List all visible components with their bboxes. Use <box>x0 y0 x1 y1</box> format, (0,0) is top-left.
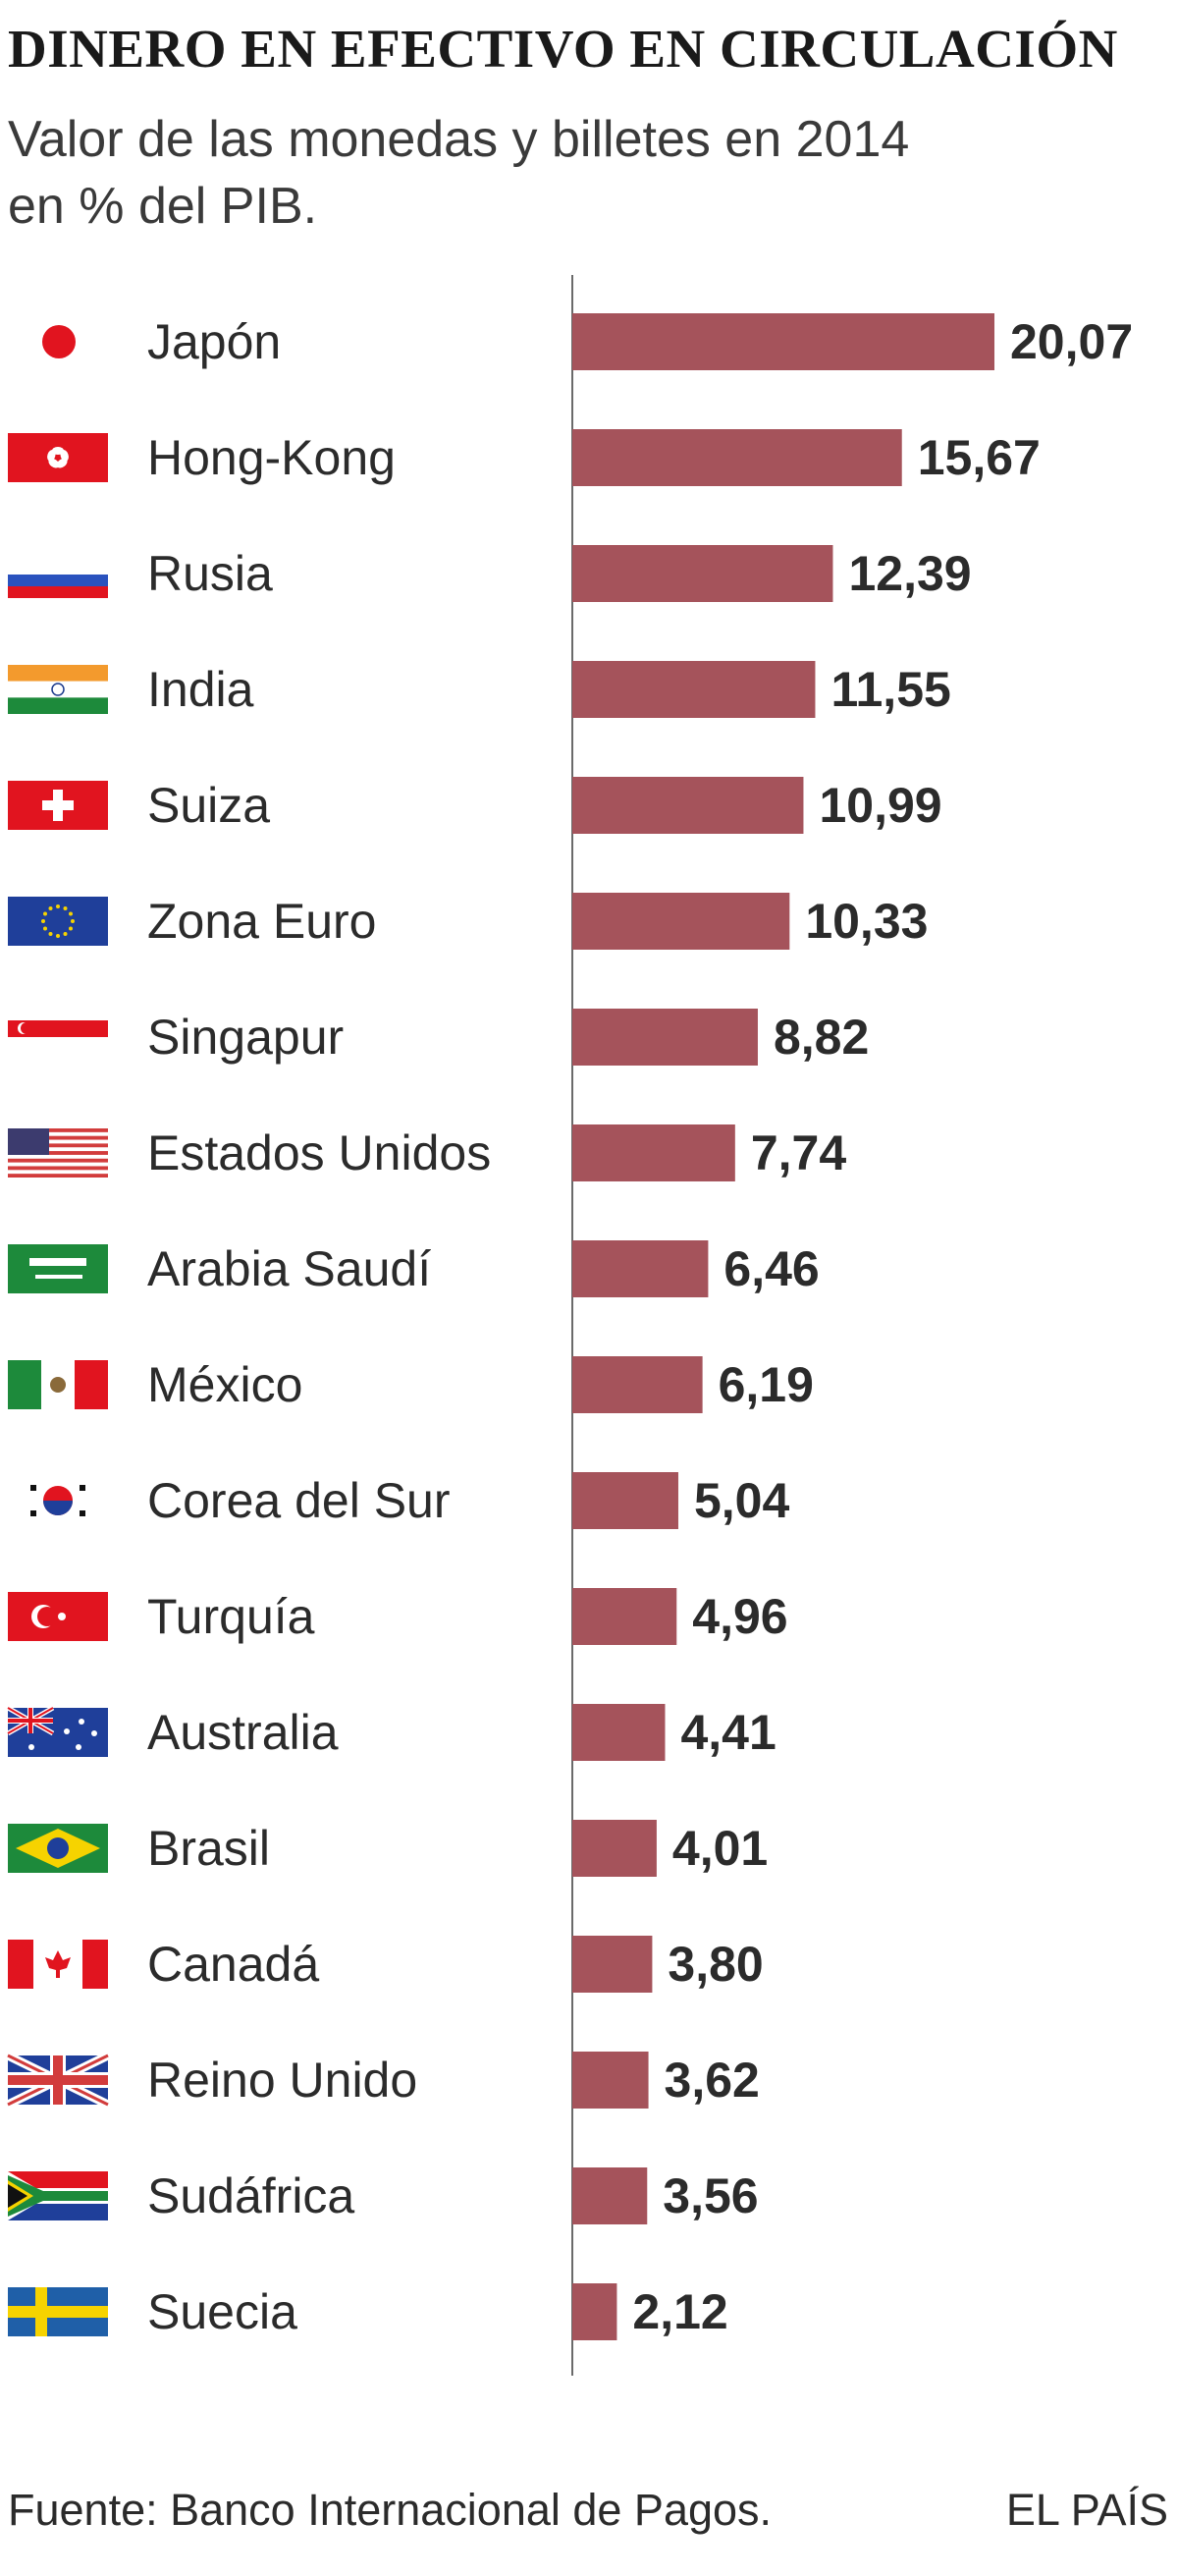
value-label: 6,46 <box>723 1241 819 1296</box>
value-label: 8,82 <box>774 1010 869 1065</box>
category-label: Australia <box>147 1705 339 1760</box>
flag-russia-icon <box>8 563 108 598</box>
bar-row: Suiza 10,99 <box>8 777 942 834</box>
flag-australia-icon <box>6 1705 108 1757</box>
flag-south-korea-icon <box>30 1485 85 1516</box>
bar <box>572 777 804 834</box>
value-label: 10,33 <box>805 894 928 949</box>
bar <box>572 1820 657 1877</box>
bar <box>572 2167 648 2224</box>
bar-row: India 11,55 <box>8 661 951 718</box>
flag-saudi-arabia-icon <box>8 1244 108 1293</box>
bar <box>572 545 833 602</box>
category-label: Rusia <box>147 546 273 601</box>
source-note: Fuente: Banco Internacional de Pagos. <box>8 2485 773 2535</box>
bar-row: Canadá 3,80 <box>8 1936 764 1993</box>
value-label: 3,56 <box>663 2168 758 2223</box>
bar <box>572 1472 678 1529</box>
bar-row: Suecia 2,12 <box>8 2283 728 2340</box>
flag-mexico-icon <box>8 1360 108 1409</box>
bar <box>572 893 790 950</box>
flag-singapore-icon <box>8 1020 108 1054</box>
category-label: Suecia <box>147 2284 297 2339</box>
flag-canada-icon <box>8 1940 108 1989</box>
bar-row: Arabia Saudí 6,46 <box>8 1240 820 1297</box>
category-label: México <box>147 1357 302 1412</box>
category-label: Suiza <box>147 778 270 833</box>
bar <box>572 1588 677 1645</box>
category-label: Arabia Saudí <box>147 1241 431 1296</box>
value-label: 10,99 <box>819 778 941 833</box>
value-label: 6,19 <box>719 1357 814 1412</box>
value-label: 2,12 <box>632 2284 727 2339</box>
bar <box>572 313 994 370</box>
flag-india-icon <box>8 665 108 714</box>
category-label: India <box>147 662 254 717</box>
bar-row: Hong-Kong 15,67 <box>8 429 1041 486</box>
value-label: 12,39 <box>848 546 971 601</box>
value-label: 7,74 <box>751 1125 847 1180</box>
bar <box>572 429 902 486</box>
flag-hong-kong-icon <box>8 433 108 482</box>
bar-row: Corea del Sur 5,04 <box>30 1472 789 1529</box>
bar-row: Estados Unidos 7,74 <box>8 1124 846 1181</box>
bar-chart: Japón 20,07 Hong-Kong 15,67 Rusia 12,39 India 1… <box>6 275 1133 2376</box>
value-label: 15,67 <box>918 430 1041 485</box>
bar-row: México 6,19 <box>8 1356 814 1413</box>
bar-row: Singapur 8,82 <box>8 1009 869 1066</box>
value-label: 4,41 <box>680 1705 776 1760</box>
category-label: Brasil <box>147 1821 270 1876</box>
bar <box>572 2283 617 2340</box>
flag-japan-icon <box>42 325 76 358</box>
category-label: Zona Euro <box>147 894 376 949</box>
value-label: 4,01 <box>672 1821 768 1876</box>
category-label: Canadá <box>147 1937 319 1992</box>
bar-row: Australia 4,41 <box>6 1704 776 1761</box>
value-label: 3,80 <box>668 1937 763 1992</box>
category-label: Sudáfrica <box>147 2168 354 2223</box>
bar-row: Japón 20,07 <box>42 313 1133 370</box>
bar <box>572 1009 758 1066</box>
value-label: 3,62 <box>665 2053 760 2108</box>
bar-row: Zona Euro 10,33 <box>8 893 928 950</box>
bar <box>572 1124 735 1181</box>
bar <box>572 2052 649 2109</box>
category-label: Hong-Kong <box>147 430 396 485</box>
flag-turkey-icon <box>8 1592 108 1641</box>
bar-row: Reino Unido 3,62 <box>6 2051 760 2110</box>
category-label: Turquía <box>147 1589 315 1644</box>
bar-row: Sudáfrica 3,56 <box>8 2167 759 2224</box>
bar <box>572 1356 703 1413</box>
flag-uk-icon <box>6 2051 110 2110</box>
value-label: 11,55 <box>830 662 950 717</box>
chart-subtitle: Valor de las monedas y billetes en 2014 … <box>8 111 910 235</box>
flag-eu-icon <box>8 897 108 946</box>
bar <box>572 1936 653 1993</box>
category-label: Corea del Sur <box>147 1473 451 1528</box>
value-label: 4,96 <box>692 1589 787 1644</box>
bar-row: Brasil 4,01 <box>8 1820 768 1877</box>
flag-usa-icon <box>8 1128 108 1178</box>
flag-brazil-icon <box>8 1824 108 1873</box>
value-label: 20,07 <box>1010 314 1133 369</box>
bar <box>572 661 816 718</box>
bar <box>572 1704 666 1761</box>
bar-row: Turquía 4,96 <box>8 1588 788 1645</box>
value-label: 5,04 <box>694 1473 790 1528</box>
flag-switzerland-icon <box>8 781 108 830</box>
bar <box>572 1240 709 1297</box>
category-label: Singapur <box>147 1010 344 1065</box>
flag-south-africa-icon <box>8 2171 108 2220</box>
category-label: Japón <box>147 314 281 369</box>
brand-logo-text: EL PAÍS <box>1005 2485 1168 2535</box>
chart-title: DINERO EN EFECTIVO EN CIRCULACIÓN <box>8 19 1118 79</box>
category-label: Reino Unido <box>147 2053 417 2108</box>
bar-row: Rusia 12,39 <box>8 545 972 602</box>
flag-sweden-icon <box>8 2287 108 2336</box>
category-label: Estados Unidos <box>147 1125 491 1180</box>
